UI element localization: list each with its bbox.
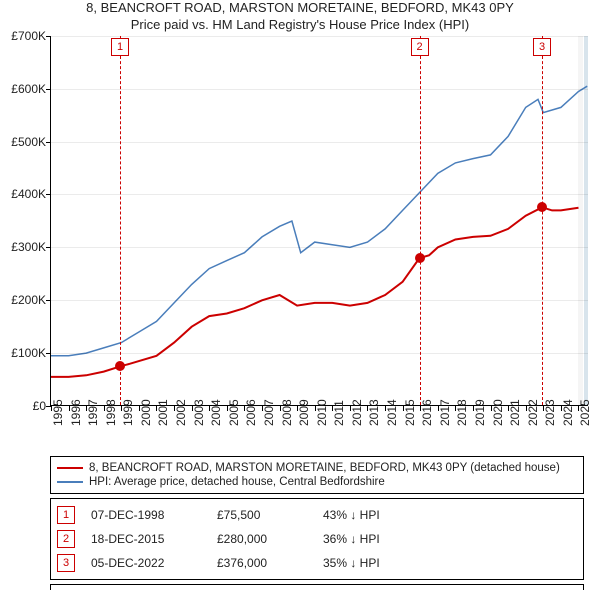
x-axis-tick-label: 1998	[104, 399, 118, 426]
x-axis-tick-label: 2000	[139, 399, 153, 426]
x-axis-tick-label: 2010	[315, 399, 329, 426]
x-axis-tick-label: 1996	[69, 399, 83, 426]
x-axis-tick-label: 2017	[438, 399, 452, 426]
legend-swatch-price-paid	[57, 467, 83, 469]
x-axis-tick-label: 2022	[526, 399, 540, 426]
legend-row-price-paid: 8, BEANCROFT ROAD, MARSTON MORETAINE, BE…	[57, 461, 577, 475]
legend-swatch-hpi	[57, 481, 83, 483]
sale-marker-line	[420, 36, 421, 405]
sale-marker-line	[542, 36, 543, 405]
sale-row-date: 18-DEC-2015	[91, 532, 201, 546]
y-gridline	[51, 194, 588, 195]
y-axis-tick-label: £700K	[1, 29, 46, 43]
sale-row: 3 05-DEC-2022 £376,000 35% ↓ HPI	[57, 551, 577, 575]
y-axis-tick-label: £100K	[1, 346, 46, 360]
x-axis-tick-label: 2021	[508, 399, 522, 426]
sale-marker-dot	[115, 361, 125, 371]
sale-row-price: £280,000	[217, 532, 307, 546]
x-axis-tick-label: 2006	[244, 399, 258, 426]
sale-row-hpi-diff: 43% ↓ HPI	[323, 508, 403, 522]
y-axis-tick-label: £0	[1, 399, 46, 413]
x-axis-tick-label: 2011	[332, 400, 346, 426]
footer-attribution: Contains HM Land Registry data © Crown c…	[50, 584, 584, 590]
sale-row: 1 07-DEC-1998 £75,500 43% ↓ HPI	[57, 503, 577, 527]
chart-title-line1: 8, BEANCROFT ROAD, MARSTON MORETAINE, BE…	[0, 0, 600, 17]
x-axis-tick-label: 2020	[491, 399, 505, 426]
x-axis-tick-label: 1999	[121, 399, 135, 426]
sale-marker-line	[120, 36, 121, 405]
sale-marker-box: 3	[533, 38, 551, 56]
legend-box: 8, BEANCROFT ROAD, MARSTON MORETAINE, BE…	[50, 456, 584, 494]
sale-row-index-box: 3	[57, 554, 75, 572]
chart-lines-svg	[51, 36, 589, 406]
y-gridline	[51, 353, 588, 354]
sale-row-index-box: 2	[57, 530, 75, 548]
sale-row-date: 07-DEC-1998	[91, 508, 201, 522]
x-axis-tick-label: 2019	[473, 399, 487, 426]
x-axis-tick-label: 2009	[297, 399, 311, 426]
sale-row: 2 18-DEC-2015 £280,000 36% ↓ HPI	[57, 527, 577, 551]
sale-marker-dot	[415, 253, 425, 263]
sale-row-hpi-diff: 36% ↓ HPI	[323, 532, 403, 546]
x-axis-tick-label: 2015	[403, 399, 417, 426]
x-axis-tick-label: 2023	[543, 399, 557, 426]
y-gridline	[51, 247, 588, 248]
x-axis-tick-label: 2007	[262, 399, 276, 426]
x-axis-tick-label: 1995	[51, 399, 65, 426]
y-axis-tick-label: £400K	[1, 187, 46, 201]
x-axis-tick-label: 2003	[192, 399, 206, 426]
legend-row-hpi: HPI: Average price, detached house, Cent…	[57, 475, 577, 489]
x-axis-tick-label: 2018	[455, 399, 469, 426]
x-axis-tick-label: 2024	[561, 399, 575, 426]
sale-marker-box: 2	[411, 38, 429, 56]
x-axis-tick-label: 2004	[209, 399, 223, 426]
y-axis-tick-label: £600K	[1, 82, 46, 96]
y-axis-tick-label: £300K	[1, 240, 46, 254]
x-axis-tick-label: 2016	[420, 399, 434, 426]
y-axis-tick-label: £200K	[1, 293, 46, 307]
sales-table: 1 07-DEC-1998 £75,500 43% ↓ HPI 2 18-DEC-2015…	[50, 498, 584, 580]
x-axis-tick-label: 2002	[174, 399, 188, 426]
legend-label-hpi: HPI: Average price, detached house, Cent…	[89, 476, 385, 488]
series-line-hpi	[51, 86, 587, 356]
legend-label-price-paid: 8, BEANCROFT ROAD, MARSTON MORETAINE, BE…	[89, 462, 560, 474]
x-axis-tick-label: 2008	[280, 399, 294, 426]
sale-marker-box: 1	[111, 38, 129, 56]
x-axis-tick-label: 2001	[156, 399, 170, 426]
x-axis-tick-label: 2025	[578, 399, 592, 426]
y-gridline	[51, 89, 588, 90]
sale-row-index-box: 1	[57, 506, 75, 524]
y-gridline	[51, 142, 588, 143]
sale-row-price: £376,000	[217, 556, 307, 570]
x-axis-tick-label: 2005	[227, 399, 241, 426]
sale-marker-dot	[537, 202, 547, 212]
sale-row-price: £75,500	[217, 508, 307, 522]
y-gridline	[51, 300, 588, 301]
x-axis-tick-label: 2013	[367, 399, 381, 426]
series-line-price-paid	[51, 207, 579, 377]
y-gridline	[51, 36, 588, 37]
x-axis-tick-label: 2012	[350, 399, 364, 426]
x-axis-tick-label: 2014	[385, 399, 399, 426]
y-axis-tick-label: £500K	[1, 135, 46, 149]
chart-plot-area: £0£100K£200K£300K£400K£500K£600K£700K199…	[50, 36, 588, 406]
sale-row-hpi-diff: 35% ↓ HPI	[323, 556, 403, 570]
x-axis-tick-label: 1997	[86, 399, 100, 426]
sale-row-date: 05-DEC-2022	[91, 556, 201, 570]
chart-title-line2: Price paid vs. HM Land Registry's House …	[0, 17, 600, 32]
